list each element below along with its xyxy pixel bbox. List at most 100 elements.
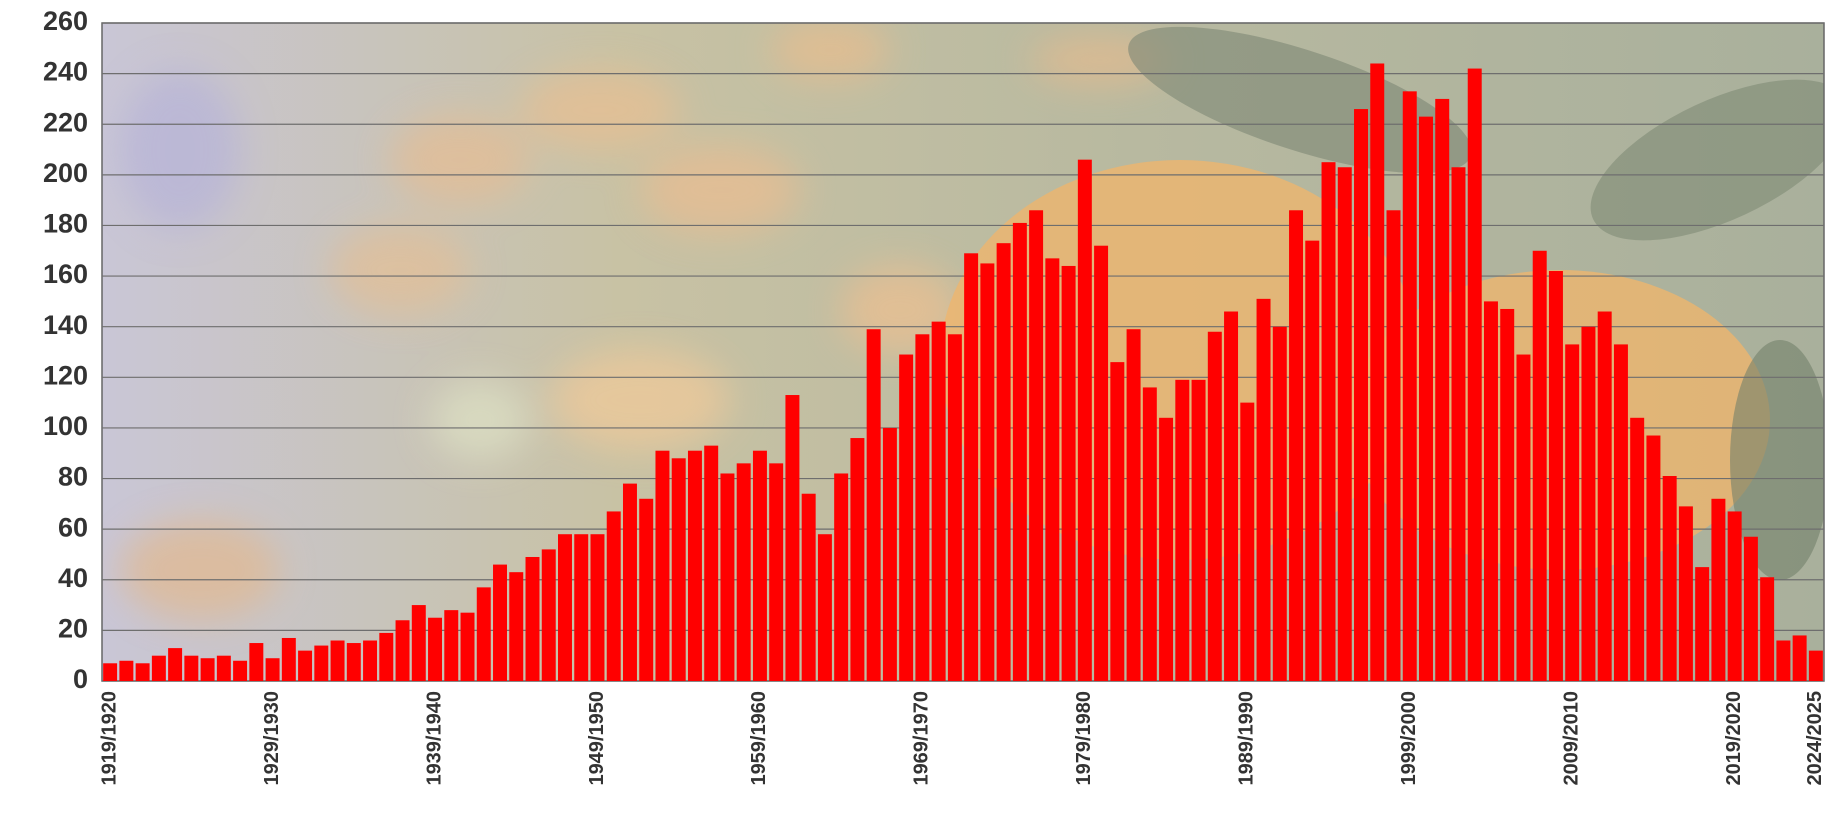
bar bbox=[331, 641, 345, 681]
bar bbox=[753, 451, 767, 681]
x-tick-label: 2019/2020 bbox=[1723, 691, 1745, 786]
bar bbox=[1175, 380, 1189, 681]
bar bbox=[1322, 162, 1336, 681]
x-tick-label: 1929/1930 bbox=[261, 691, 283, 786]
bar bbox=[396, 620, 410, 681]
bar bbox=[1728, 511, 1742, 681]
bar bbox=[152, 656, 166, 681]
bar bbox=[1354, 109, 1368, 681]
bar bbox=[850, 438, 864, 681]
bar bbox=[558, 534, 572, 681]
bar bbox=[542, 549, 556, 681]
bar bbox=[623, 484, 637, 681]
bar bbox=[1484, 301, 1498, 681]
bar bbox=[590, 534, 604, 681]
bar bbox=[1110, 362, 1124, 681]
y-tick-label: 260 bbox=[43, 6, 88, 36]
y-tick-label: 20 bbox=[58, 614, 88, 644]
bar bbox=[1695, 567, 1709, 681]
y-tick-label: 100 bbox=[43, 411, 88, 441]
bar bbox=[1143, 387, 1157, 681]
bar bbox=[639, 499, 653, 681]
bar bbox=[672, 458, 686, 681]
y-tick-label: 160 bbox=[43, 259, 88, 289]
bar bbox=[1679, 506, 1693, 681]
bar bbox=[1208, 332, 1222, 681]
bar bbox=[379, 633, 393, 681]
bar bbox=[574, 534, 588, 681]
bar bbox=[720, 473, 734, 681]
bar bbox=[1776, 641, 1790, 681]
bar bbox=[509, 572, 523, 681]
bar bbox=[201, 658, 215, 681]
bar bbox=[1614, 344, 1628, 681]
x-tick-label: 1999/2000 bbox=[1398, 691, 1420, 786]
bar bbox=[136, 663, 150, 681]
y-tick-label: 60 bbox=[58, 512, 88, 542]
bar bbox=[655, 451, 669, 681]
bar bbox=[1565, 344, 1579, 681]
bar bbox=[932, 322, 946, 681]
bar bbox=[883, 428, 897, 681]
bar bbox=[444, 610, 458, 681]
x-tick-label: 1969/1970 bbox=[911, 691, 933, 786]
y-tick-label: 0 bbox=[73, 664, 88, 694]
bar bbox=[737, 463, 751, 681]
bar bbox=[266, 658, 280, 681]
bar bbox=[899, 355, 913, 681]
bar bbox=[1516, 355, 1530, 681]
chart: 0204060801001201401601802002202402601919… bbox=[0, 0, 1837, 828]
bar bbox=[1500, 309, 1514, 681]
bar bbox=[233, 661, 247, 681]
bar bbox=[1029, 210, 1043, 681]
bar bbox=[948, 334, 962, 681]
bar bbox=[1305, 241, 1319, 681]
bar bbox=[1711, 499, 1725, 681]
y-tick-label: 200 bbox=[43, 158, 88, 188]
bar bbox=[867, 329, 881, 681]
bar bbox=[818, 534, 832, 681]
bar bbox=[1549, 271, 1563, 681]
x-tick-label: 1959/1960 bbox=[748, 691, 770, 786]
bar bbox=[1793, 635, 1807, 681]
bar bbox=[1451, 167, 1465, 681]
bar bbox=[217, 656, 231, 681]
bar bbox=[1370, 63, 1384, 681]
bar bbox=[1403, 91, 1417, 681]
bar bbox=[1663, 476, 1677, 681]
bar bbox=[526, 557, 540, 681]
bar bbox=[347, 643, 361, 681]
bar bbox=[103, 663, 117, 681]
bar bbox=[119, 661, 133, 681]
bar bbox=[461, 613, 475, 681]
bar bbox=[428, 618, 442, 681]
bar bbox=[1630, 418, 1644, 681]
bar bbox=[1078, 160, 1092, 681]
bar bbox=[704, 446, 718, 681]
bar bbox=[1289, 210, 1303, 681]
bar bbox=[915, 334, 929, 681]
bar bbox=[1581, 327, 1595, 681]
bar bbox=[1192, 380, 1206, 681]
x-tick-label: 2024/2025 bbox=[1804, 691, 1826, 786]
bar bbox=[834, 473, 848, 681]
bar bbox=[1533, 251, 1547, 681]
bar bbox=[1159, 418, 1173, 681]
x-tick-label: 1989/1990 bbox=[1236, 691, 1258, 786]
y-tick-label: 120 bbox=[43, 360, 88, 390]
x-tick-label: 2009/2010 bbox=[1560, 691, 1582, 786]
bar bbox=[980, 263, 994, 681]
bar bbox=[1468, 69, 1482, 681]
bar bbox=[1127, 329, 1141, 681]
bar bbox=[298, 651, 312, 681]
bar bbox=[1257, 299, 1271, 681]
bar bbox=[1744, 537, 1758, 681]
x-tick-label: 1979/1980 bbox=[1073, 691, 1095, 786]
bar bbox=[964, 253, 978, 681]
bar bbox=[1419, 117, 1433, 681]
bar bbox=[493, 565, 507, 681]
y-tick-label: 140 bbox=[43, 310, 88, 340]
bar bbox=[1435, 99, 1449, 681]
bar bbox=[477, 587, 491, 681]
bar bbox=[1598, 312, 1612, 681]
